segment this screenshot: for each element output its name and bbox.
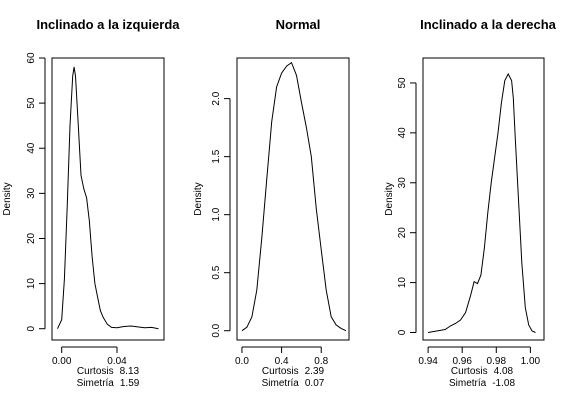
stat-value: -1.08 [492, 378, 515, 389]
stat-value: 0.07 [305, 378, 325, 389]
chart-title: Inclinado a la izquierda [36, 17, 180, 32]
stat-value: 4.08 [494, 366, 514, 377]
x-tick-label: 0.96 [452, 356, 472, 367]
x-tick-label: 0.4 [275, 356, 289, 367]
density-curve [428, 72, 536, 333]
skewness-stat: Simetría 1.59 [77, 378, 140, 389]
y-tick-label: 20 [26, 232, 37, 244]
y-tick-label: 1.0 [211, 207, 222, 221]
y-tick-label: 0.0 [211, 323, 222, 337]
y-axis-label: Density [193, 182, 204, 215]
panel-1: Inclinado a la izquierda Density 0 10 20 30 40… [2, 17, 180, 389]
stat-label: Simetría [77, 378, 115, 389]
panel-3: Inclinado a la derecha Density 0 10 20 30 40 50… [384, 17, 557, 389]
plot-frame [236, 57, 350, 341]
y-tick-label: 0 [26, 326, 37, 332]
y-tick-label: 40 [26, 142, 37, 154]
skewness-stat: Simetría -1.08 [449, 378, 515, 389]
y-axis-label: Density [384, 182, 395, 215]
x-tick-label: 0.0 [235, 356, 249, 367]
y-tick-label: 10 [26, 278, 37, 290]
chart-title: Normal [276, 17, 321, 32]
y-tick-label: 1.5 [211, 149, 222, 163]
stat-value: 1.59 [120, 378, 140, 389]
stat-label: Curtosis [451, 366, 488, 377]
plot-frame [51, 57, 165, 341]
x-tick-label: 0.8 [314, 356, 328, 367]
stat-label: Curtosis [262, 366, 299, 377]
x-tick-label: 0.98 [487, 356, 507, 367]
y-tick-label: 30 [26, 187, 37, 199]
y-tick-label: 50 [397, 77, 408, 89]
y-tick-label: 0.5 [211, 265, 222, 279]
y-tick-label: 10 [397, 277, 408, 289]
x-tick-label: 0.00 [52, 356, 72, 367]
skewness-stat: Simetría 0.07 [262, 378, 325, 389]
stat-value: 8.13 [120, 366, 140, 377]
y-tick-label: 60 [26, 52, 37, 64]
chart-title: Inclinado a la derecha [420, 17, 557, 32]
y-tick-label: 50 [26, 97, 37, 109]
x-tick-label: 0.94 [418, 356, 438, 367]
y-tick-label: 40 [397, 127, 408, 139]
kurtosis-stat: Curtosis 8.13 [77, 366, 140, 377]
y-tick-label: 30 [397, 177, 408, 189]
density-curve [241, 61, 347, 332]
x-tick-label: 1.00 [521, 356, 541, 367]
density-curve [57, 66, 159, 330]
stat-value: 2.39 [305, 366, 325, 377]
stat-label: Curtosis [77, 366, 114, 377]
plot-frame [422, 57, 545, 341]
stat-label: Simetría [449, 378, 487, 389]
stat-label: Simetría [262, 378, 300, 389]
y-tick-label: 20 [397, 227, 408, 239]
kurtosis-stat: Curtosis 2.39 [262, 366, 325, 377]
y-tick-label: 0 [397, 329, 408, 335]
kurtosis-stat: Curtosis 4.08 [451, 366, 514, 377]
y-tick-label: 2.0 [211, 91, 222, 105]
y-axis-label: Density [2, 182, 13, 215]
x-tick-label: 0.04 [107, 356, 127, 367]
